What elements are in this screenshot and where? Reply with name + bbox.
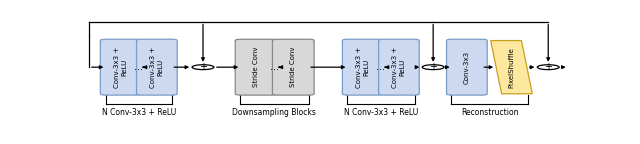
- FancyBboxPatch shape: [136, 39, 177, 95]
- Text: Stride Conv: Stride Conv: [253, 47, 259, 87]
- Circle shape: [538, 65, 559, 70]
- Circle shape: [422, 65, 444, 70]
- Text: Conv-3x3: Conv-3x3: [464, 51, 470, 84]
- Text: N Conv-3x3 + ReLU: N Conv-3x3 + ReLU: [344, 108, 418, 117]
- FancyBboxPatch shape: [379, 39, 419, 95]
- Circle shape: [192, 65, 214, 70]
- Text: N Conv-3x3 + ReLU: N Conv-3x3 + ReLU: [102, 108, 176, 117]
- Text: ...: ...: [270, 62, 279, 72]
- Text: Stride Conv: Stride Conv: [291, 47, 296, 87]
- Text: +: +: [544, 62, 552, 72]
- Text: Conv-3x3 +
ReLU: Conv-3x3 + ReLU: [150, 47, 163, 88]
- Text: Conv-3x3 +
ReLU: Conv-3x3 + ReLU: [114, 47, 127, 88]
- Polygon shape: [491, 41, 532, 94]
- Text: Conv-3x3 +
ReLU: Conv-3x3 + ReLU: [392, 47, 405, 88]
- FancyBboxPatch shape: [273, 39, 314, 95]
- Text: +: +: [429, 62, 437, 72]
- FancyBboxPatch shape: [447, 39, 487, 95]
- Text: PixelShuffle: PixelShuffle: [509, 47, 515, 88]
- FancyBboxPatch shape: [236, 39, 277, 95]
- Text: ...: ...: [376, 62, 385, 72]
- FancyBboxPatch shape: [342, 39, 383, 95]
- Text: +: +: [199, 62, 207, 72]
- Text: Reconstruction: Reconstruction: [461, 108, 518, 117]
- FancyBboxPatch shape: [100, 39, 141, 95]
- Text: Conv-3x3 +
ReLU: Conv-3x3 + ReLU: [356, 47, 369, 88]
- Text: ...: ...: [134, 62, 143, 72]
- Text: Downsampling Blocks: Downsampling Blocks: [232, 108, 316, 117]
